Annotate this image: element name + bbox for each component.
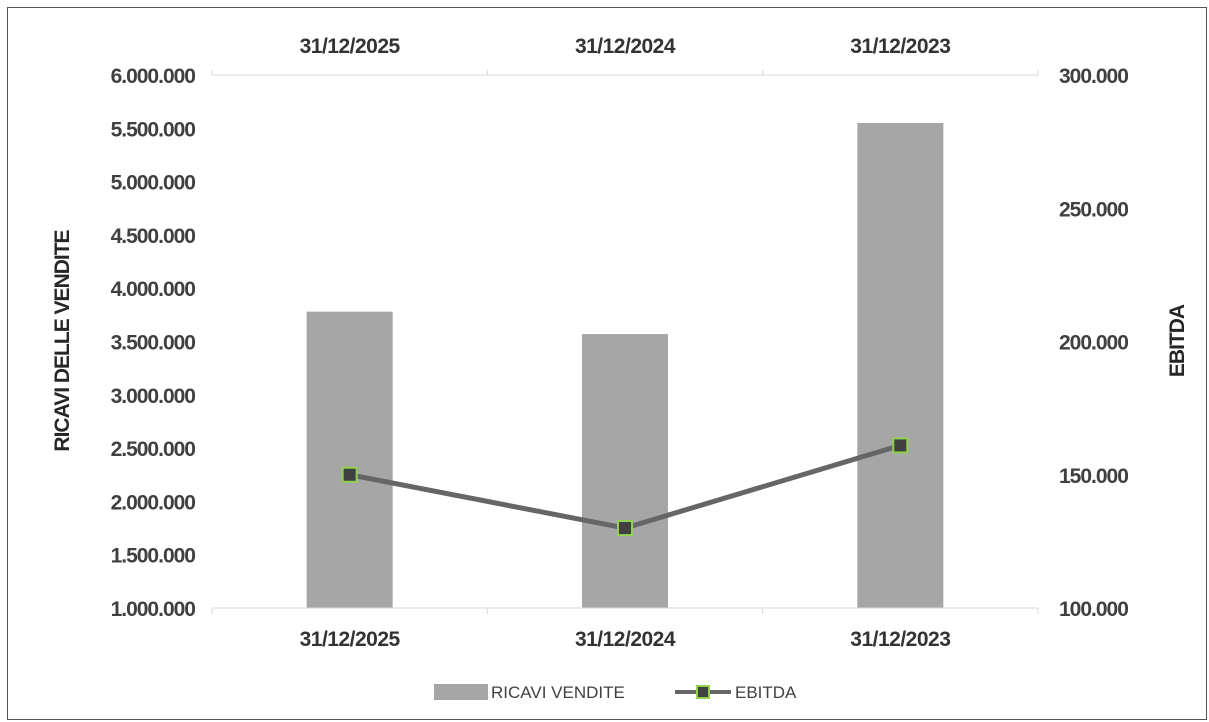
y-tick-label: 1.500.000 [111, 545, 196, 568]
y2-tick-label: 100.000 [1059, 598, 1128, 621]
bar-ricavi-vendite [306, 311, 393, 608]
marker-ebitda [341, 466, 358, 483]
x-category-label-top: 31/12/2023 [850, 35, 950, 58]
legend-marker-ebitda [696, 685, 710, 699]
y2-tick-label: 250.000 [1059, 198, 1128, 221]
y-tick-label: 3.000.000 [111, 385, 196, 408]
y-tick-label: 5.500.000 [111, 118, 196, 141]
x-category-label: 31/12/2025 [300, 628, 401, 651]
marker-ebitda [617, 520, 633, 537]
y2-tick-label: 150.000 [1059, 465, 1128, 488]
y-tick-label: 1.000.000 [111, 598, 196, 621]
x-category-label-top: 31/12/2024 [575, 35, 676, 58]
marker-ebitda [892, 437, 909, 454]
y-tick-label: 5.000.000 [111, 172, 196, 195]
bar-ricavi-vendite [582, 334, 668, 608]
bar-ricavi-vendite [857, 122, 944, 608]
legend-swatch-ricavi-vendite [434, 684, 488, 700]
y2-tick-label: 300.000 [1059, 65, 1128, 88]
y-tick-label: 6.000.000 [111, 65, 196, 88]
y2-tick-label: 200.000 [1059, 332, 1128, 355]
x-category-label-top: 31/12/2025 [300, 35, 401, 58]
y2-axis-title: EBITDA [1166, 304, 1189, 377]
y-tick-label: 2.500.000 [111, 438, 196, 461]
y-axis-title: RICAVI DELLE VENDITE [51, 229, 74, 451]
y-tick-label: 4.500.000 [111, 225, 196, 248]
x-category-label: 31/12/2023 [850, 628, 950, 651]
legend-label-ricavi-vendite: RICAVI VENDITE [491, 683, 625, 702]
y-tick-label: 3.500.000 [111, 332, 196, 355]
legend-label-ebitda: EBITDA [735, 683, 797, 702]
y-tick-label: 2.000.000 [111, 491, 196, 514]
x-category-label: 31/12/2024 [575, 628, 676, 651]
y-tick-label: 4.000.000 [111, 278, 196, 301]
